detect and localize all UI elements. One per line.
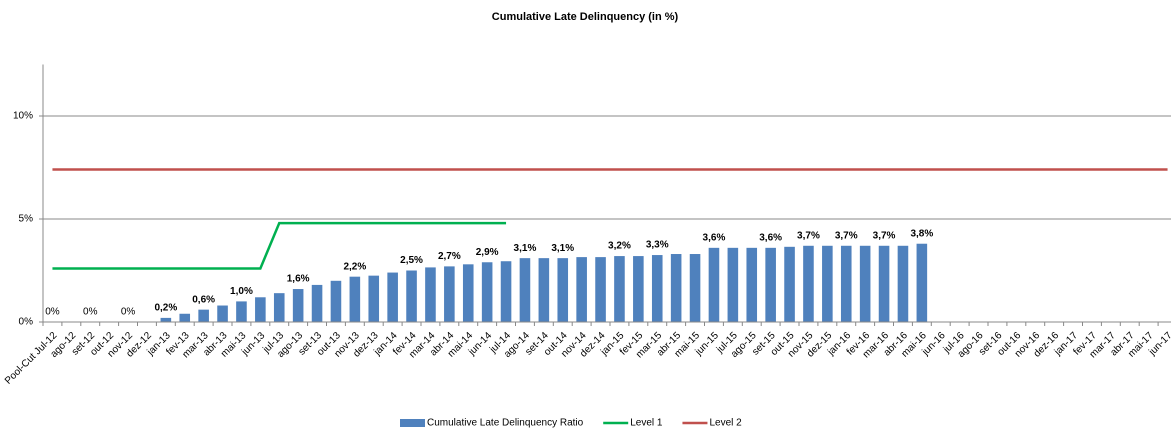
value-label: 1,0%	[230, 286, 253, 297]
value-label: 0%	[121, 307, 136, 318]
value-label: 3,3%	[646, 240, 669, 251]
bar	[481, 262, 493, 322]
bar	[292, 289, 304, 322]
value-label: 0,2%	[154, 303, 177, 314]
x-tick-label: Pool-Cut Jul-12	[3, 330, 60, 387]
bar	[859, 245, 871, 322]
bar	[746, 247, 758, 322]
bar	[444, 266, 455, 322]
bar	[670, 254, 682, 322]
legend-label: Cumulative Late Delinquency Ratio	[427, 418, 584, 429]
value-label: 3,7%	[873, 230, 896, 241]
bar	[387, 272, 398, 322]
bar	[236, 301, 247, 322]
bar	[708, 247, 720, 322]
line	[52, 221, 507, 270]
chart-title: Cumulative Late Delinquency (in %)	[492, 11, 679, 23]
bar	[576, 257, 587, 322]
bar	[255, 297, 266, 322]
value-label: 2,9%	[476, 247, 499, 258]
value-label: 2,5%	[400, 255, 423, 266]
bar	[500, 261, 512, 322]
value-label: 3,6%	[703, 232, 726, 243]
bar	[614, 256, 625, 322]
value-label: 3,7%	[797, 230, 820, 241]
bar	[368, 275, 380, 322]
bar	[406, 270, 417, 322]
value-label: 3,6%	[759, 232, 782, 243]
bar	[897, 245, 909, 322]
bar	[349, 276, 361, 322]
bar	[840, 245, 852, 322]
bar	[689, 254, 701, 322]
bar	[160, 317, 172, 322]
value-label: 2,7%	[438, 251, 461, 262]
bar	[273, 293, 285, 322]
bar	[311, 284, 323, 322]
bar	[330, 280, 342, 322]
y-tick-label: 0%	[19, 317, 34, 328]
bar	[633, 256, 644, 322]
bar	[784, 246, 795, 322]
bar	[425, 267, 436, 322]
legend-swatch	[400, 419, 425, 427]
bar	[198, 309, 209, 322]
bar	[765, 247, 776, 322]
bar	[651, 255, 663, 322]
bar	[179, 313, 191, 322]
value-label: 2,2%	[343, 261, 366, 272]
bar	[595, 257, 606, 322]
value-label: 0%	[45, 307, 60, 318]
y-tick-label: 10%	[13, 111, 33, 122]
bar	[217, 305, 228, 322]
value-label: 3,1%	[514, 243, 537, 254]
value-label: 3,8%	[910, 228, 933, 239]
bar	[803, 245, 814, 322]
y-tick-label: 5%	[19, 214, 34, 225]
bar	[462, 264, 474, 322]
bar	[557, 258, 569, 322]
value-label: 3,1%	[551, 243, 574, 254]
value-label: 1,6%	[287, 274, 310, 285]
value-label: 0%	[83, 307, 98, 318]
value-label: 3,7%	[835, 230, 858, 241]
bar	[538, 258, 550, 322]
bar	[878, 245, 890, 322]
bar	[519, 258, 531, 322]
value-label: 0,6%	[192, 294, 215, 305]
bar	[727, 247, 739, 322]
bar	[822, 245, 833, 322]
value-label: 3,2%	[608, 241, 631, 252]
legend-label: Level 2	[709, 418, 742, 429]
legend-label: Level 1	[630, 418, 663, 429]
bar	[916, 243, 928, 322]
